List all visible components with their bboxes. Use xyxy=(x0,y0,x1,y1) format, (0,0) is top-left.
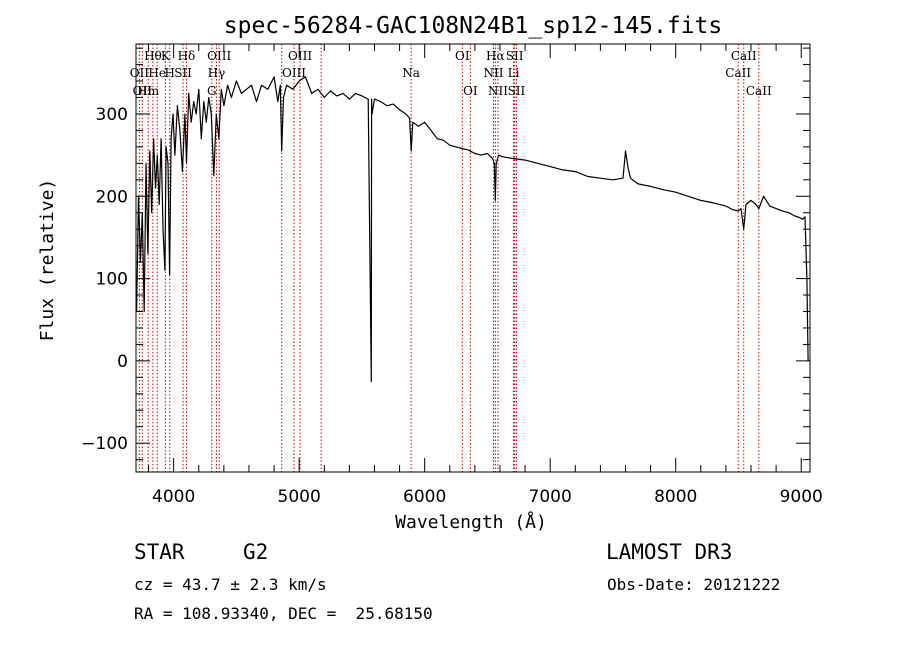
y-tick-label: 200 xyxy=(96,187,128,207)
y-axis: −100 0 100 200 300 xyxy=(81,47,810,461)
line-label: SII xyxy=(506,49,524,63)
line-label: Hm xyxy=(137,84,159,98)
line-label: OII xyxy=(130,66,150,80)
redshift-text: cz = 43.7 ± 2.3 km/s xyxy=(134,575,327,594)
line-label: H xyxy=(165,66,175,80)
line-label-group: OIIOIIHmHθHeKHHδSIIGHγOIIIOIIIOIIINaOIOI… xyxy=(130,49,772,98)
obs-date: Obs-Date: 20121222 xyxy=(607,575,781,594)
line-label: OIII xyxy=(282,66,306,80)
line-label: CaII xyxy=(731,49,757,63)
object-class: STAR xyxy=(134,540,185,564)
line-label: Hδ xyxy=(178,49,196,63)
line-label: Hγ xyxy=(208,66,226,80)
line-label: Hθ xyxy=(144,49,162,63)
x-tick-label: 9000 xyxy=(780,487,823,507)
x-axis: 4000 5000 6000 7000 8000 9000 xyxy=(148,44,823,507)
line-label: OIII xyxy=(207,49,231,63)
line-label: Hα xyxy=(486,49,505,63)
chart-title: spec-56284-GAC108N24B1_sp12-145.fits xyxy=(224,13,723,39)
plot-frame xyxy=(135,43,811,473)
line-label: CaII xyxy=(746,84,772,98)
line-label: NII xyxy=(483,66,503,80)
line-label: Li xyxy=(508,66,520,80)
y-tick-label: 300 xyxy=(96,105,128,125)
line-label: G xyxy=(207,84,217,98)
line-label: SII xyxy=(508,84,526,98)
x-tick-label: 4000 xyxy=(152,487,195,507)
spectrum-series-line xyxy=(136,76,809,383)
x-tick-label: 5000 xyxy=(278,487,321,507)
x-axis-label: Wavelength (Å) xyxy=(395,511,547,533)
line-label: NII xyxy=(488,84,508,98)
y-tick-label: −100 xyxy=(81,434,128,454)
subclass: G2 xyxy=(243,540,269,564)
x-tick-label: 6000 xyxy=(403,487,446,507)
line-label: K xyxy=(161,49,171,63)
y-tick-label: 0 xyxy=(117,352,128,372)
y-tick-label: 100 xyxy=(96,270,128,290)
line-label: Na xyxy=(402,66,420,80)
line-label: OIII xyxy=(288,49,312,63)
line-marker-group xyxy=(138,44,760,472)
line-label: OI xyxy=(455,49,470,63)
line-label: SII xyxy=(174,66,192,80)
line-label: OII xyxy=(133,84,153,98)
y-axis-label: Flux (relative) xyxy=(37,179,58,342)
x-tick-label: 7000 xyxy=(529,487,572,507)
x-tick-label: 8000 xyxy=(654,487,697,507)
coordinates-text: RA = 108.93340, DEC = 25.68150 xyxy=(134,604,433,623)
line-label: He xyxy=(148,66,166,80)
line-label: CaII xyxy=(725,66,751,80)
line-label: OI xyxy=(463,84,478,98)
survey-name: LAMOST DR3 xyxy=(606,540,733,564)
